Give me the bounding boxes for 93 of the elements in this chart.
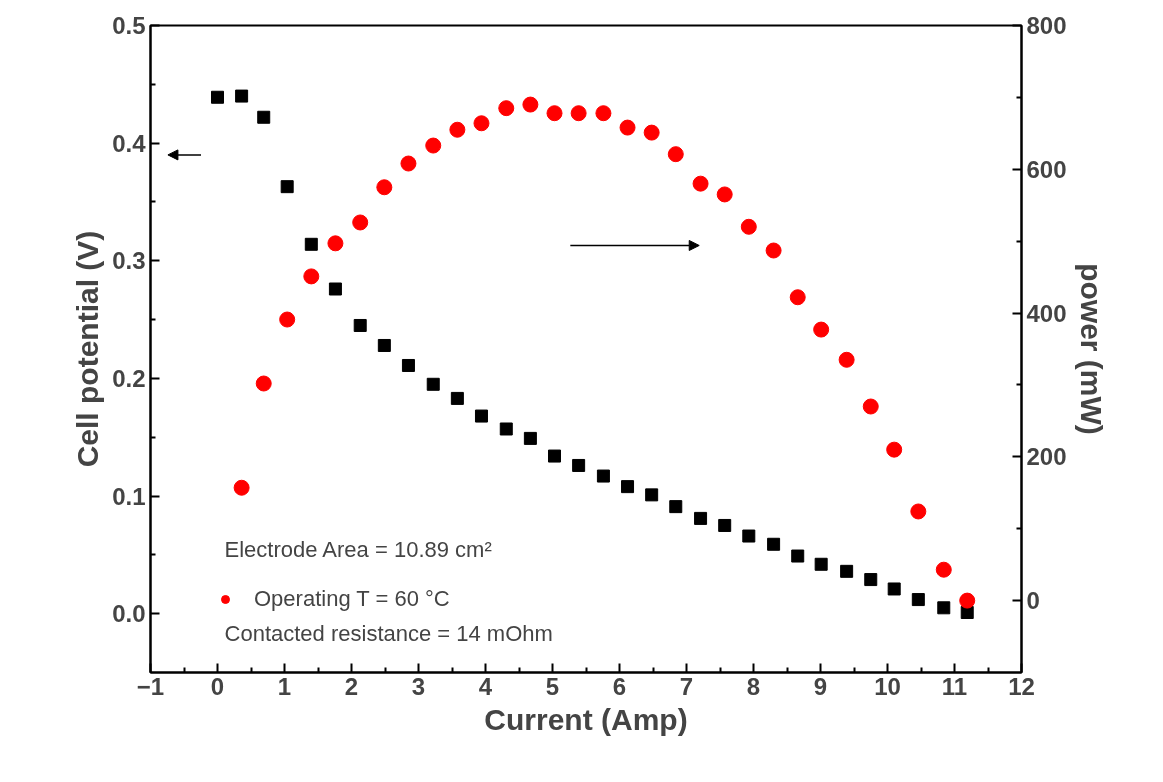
point (791, 549, 805, 563)
x-tick-label: 2 (344, 672, 359, 700)
point (235, 89, 249, 103)
point (523, 431, 537, 445)
point (572, 458, 586, 472)
point (692, 175, 709, 192)
point (789, 289, 806, 306)
point (887, 582, 901, 596)
point (498, 100, 515, 117)
point (595, 105, 612, 122)
y-tick-label: 0.4 (112, 129, 147, 157)
y-tick-label: 0.5 (112, 12, 146, 39)
point (718, 518, 732, 532)
x-tick-label: 3 (411, 672, 426, 700)
point (570, 105, 587, 122)
x-tick-label: 4 (478, 672, 493, 700)
y-tick-label: 0.3 (112, 247, 146, 275)
point (255, 375, 272, 392)
point (742, 529, 756, 543)
point (352, 214, 369, 231)
point (233, 479, 250, 496)
y-tick-label: 0.0 (112, 600, 146, 628)
point (694, 511, 708, 525)
point (425, 137, 442, 154)
x-tick-label: −1 (136, 672, 165, 700)
point (643, 124, 660, 141)
point (619, 119, 636, 136)
point (814, 557, 828, 571)
point (473, 115, 490, 132)
x-tick-label: 6 (612, 672, 627, 700)
point (400, 155, 417, 172)
point (546, 105, 563, 122)
point (522, 96, 539, 113)
annotation: Contacted resistance = 14 mOhm (224, 621, 553, 647)
legend-label: Operating T = 60 °C (254, 586, 450, 612)
point (376, 179, 393, 196)
x-tick-label: 5 (545, 672, 560, 700)
point (450, 391, 464, 405)
point (716, 186, 733, 203)
point (669, 500, 683, 514)
point (257, 110, 271, 124)
point (740, 218, 757, 235)
point (621, 480, 635, 494)
y2-axis-title: power (mW) (1074, 263, 1108, 435)
point (426, 377, 440, 391)
x-tick-label: 8 (746, 672, 761, 700)
point (862, 398, 879, 415)
point (910, 503, 927, 520)
point (765, 242, 782, 259)
point (813, 321, 830, 338)
point (667, 146, 684, 163)
point (304, 237, 318, 251)
y2-tick-label: 600 (1026, 155, 1067, 183)
point (474, 409, 488, 423)
point (211, 90, 224, 104)
point (937, 601, 951, 615)
point (864, 573, 878, 587)
point (328, 282, 342, 296)
point (548, 449, 562, 463)
point (840, 564, 854, 578)
point (327, 235, 344, 252)
point (645, 488, 659, 502)
point (767, 537, 781, 551)
point (279, 311, 296, 328)
point (280, 180, 294, 194)
x-tick-label: 0 (210, 672, 225, 700)
point (353, 318, 367, 332)
point (401, 358, 415, 372)
point (596, 469, 610, 483)
y-tick-label: 0.2 (112, 364, 146, 392)
point (449, 121, 466, 138)
x-tick-label: 1 (277, 672, 292, 700)
y2-tick-label: 800 (1026, 12, 1067, 39)
x-tick-label: 11 (941, 672, 968, 700)
y-tick-label: 0.1 (112, 482, 146, 510)
x-tick-label: 12 (1008, 672, 1035, 700)
point (838, 351, 855, 368)
annotation: Electrode Area = 10.89 cm² (224, 537, 492, 563)
point (911, 593, 925, 607)
x-tick-label: 9 (813, 672, 828, 700)
x-tick-label: 10 (874, 672, 901, 700)
point (377, 338, 391, 352)
point (959, 592, 976, 609)
y-axis-title: Cell potential (V) (71, 230, 105, 468)
point (303, 268, 320, 285)
point (935, 561, 952, 578)
point (499, 422, 513, 436)
y2-tick-label: 0 (1026, 587, 1040, 615)
point (886, 441, 903, 458)
y2-tick-label: 400 (1026, 299, 1067, 327)
x-axis-title: Current (Amp) (484, 702, 688, 736)
x-tick-label: 7 (679, 672, 694, 700)
y2-tick-label: 200 (1026, 443, 1067, 471)
